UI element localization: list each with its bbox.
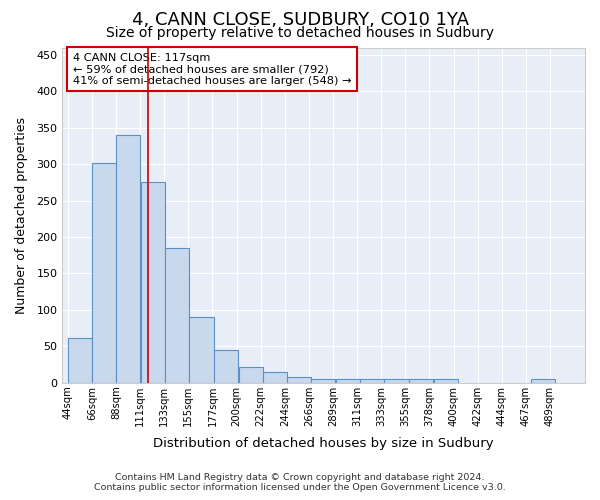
X-axis label: Distribution of detached houses by size in Sudbury: Distribution of detached houses by size …	[154, 437, 494, 450]
Bar	[409, 379, 433, 382]
Bar	[532, 379, 556, 382]
Bar	[92, 162, 116, 382]
Bar	[361, 379, 385, 382]
Bar	[190, 317, 214, 382]
Bar	[116, 135, 140, 382]
Bar	[287, 377, 311, 382]
Y-axis label: Number of detached properties: Number of detached properties	[15, 116, 28, 314]
Bar	[336, 379, 361, 382]
Text: Contains HM Land Registry data © Crown copyright and database right 2024.
Contai: Contains HM Land Registry data © Crown c…	[94, 473, 506, 492]
Bar	[166, 248, 190, 382]
Bar	[385, 379, 409, 382]
Bar	[311, 379, 335, 382]
Bar	[434, 379, 458, 382]
Bar	[263, 372, 287, 382]
Text: Size of property relative to detached houses in Sudbury: Size of property relative to detached ho…	[106, 26, 494, 40]
Text: 4 CANN CLOSE: 117sqm
← 59% of detached houses are smaller (792)
41% of semi-deta: 4 CANN CLOSE: 117sqm ← 59% of detached h…	[73, 52, 351, 86]
Bar	[141, 182, 166, 382]
Text: 4, CANN CLOSE, SUDBURY, CO10 1YA: 4, CANN CLOSE, SUDBURY, CO10 1YA	[131, 11, 469, 29]
Bar	[239, 366, 263, 382]
Bar	[214, 350, 238, 382]
Bar	[68, 338, 92, 382]
